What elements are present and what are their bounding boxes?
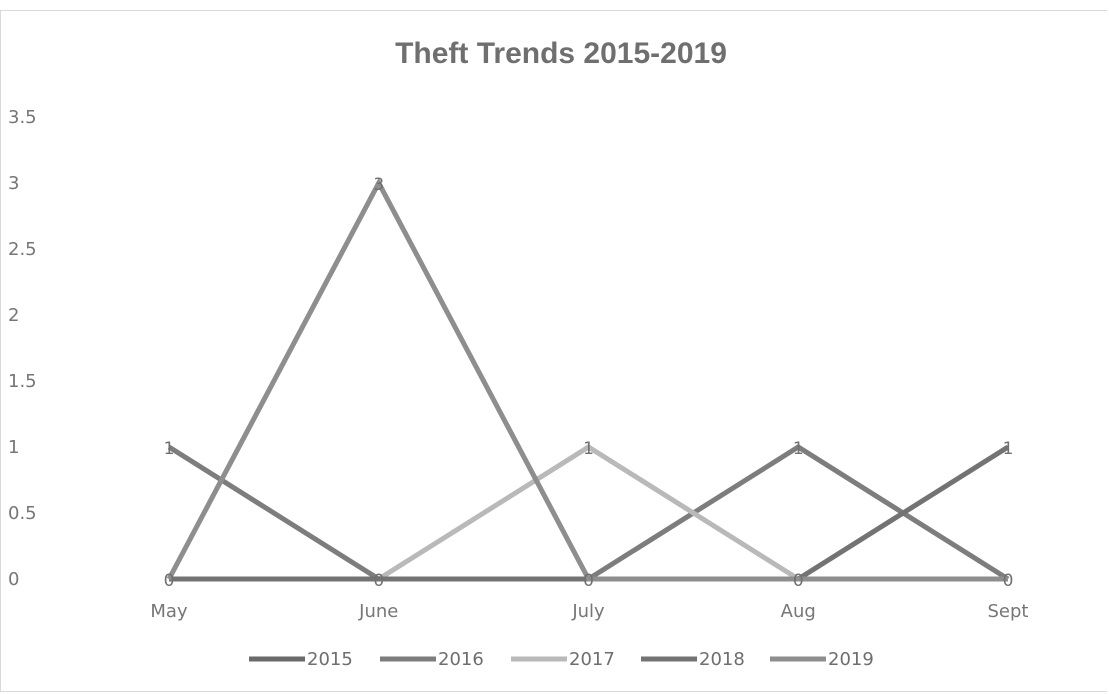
y-tick-label: 2.5 <box>8 239 37 260</box>
legend-label: 2018 <box>699 649 745 670</box>
x-tick-label: Aug <box>781 601 816 622</box>
x-tick-label: Sept <box>988 601 1029 622</box>
legend: 2015 2016 2017 2018 2019 <box>249 649 874 670</box>
x-tick-label: June <box>358 601 398 622</box>
data-label: 0 <box>793 571 804 591</box>
data-labels: 1 0 3 0 1 0 1 0 1 0 <box>164 175 1014 591</box>
series-line-2016 <box>167 444 1010 582</box>
x-tick-label: May <box>150 601 188 622</box>
legend-label: 2016 <box>438 649 484 670</box>
data-label: 3 <box>373 175 384 195</box>
series-line-2017 <box>169 444 1008 582</box>
series-line-2018 <box>169 444 1010 582</box>
y-tick-label: 0.5 <box>8 503 37 524</box>
chart-title: Theft Trends 2015-2019 <box>395 37 727 70</box>
data-label: 0 <box>583 571 594 591</box>
y-axis: 0 0.5 1 1.5 2 2.5 3 3.5 <box>8 107 37 590</box>
legend-label: 2017 <box>569 649 615 670</box>
chart-frame <box>0 10 1107 692</box>
y-tick-label: 3.5 <box>8 107 37 128</box>
data-label: 0 <box>1003 571 1014 591</box>
series-line-2019 <box>166 177 1008 582</box>
y-tick-label: 2 <box>8 305 19 326</box>
y-tick-label: 1.5 <box>8 371 37 392</box>
x-tick-label: July <box>571 601 605 622</box>
legend-label: 2015 <box>307 649 353 670</box>
data-label: 0 <box>373 571 384 591</box>
data-label: 1 <box>583 439 594 459</box>
legend-label: 2019 <box>828 649 874 670</box>
y-tick-label: 0 <box>8 569 19 590</box>
y-tick-label: 3 <box>8 173 19 194</box>
data-label: 0 <box>164 571 175 591</box>
series-lines <box>166 177 1010 582</box>
data-label: 1 <box>793 439 804 459</box>
x-axis: May June July Aug Sept <box>150 601 1028 622</box>
data-label: 1 <box>164 439 175 459</box>
y-tick-label: 1 <box>8 437 19 458</box>
data-label: 1 <box>1003 439 1014 459</box>
